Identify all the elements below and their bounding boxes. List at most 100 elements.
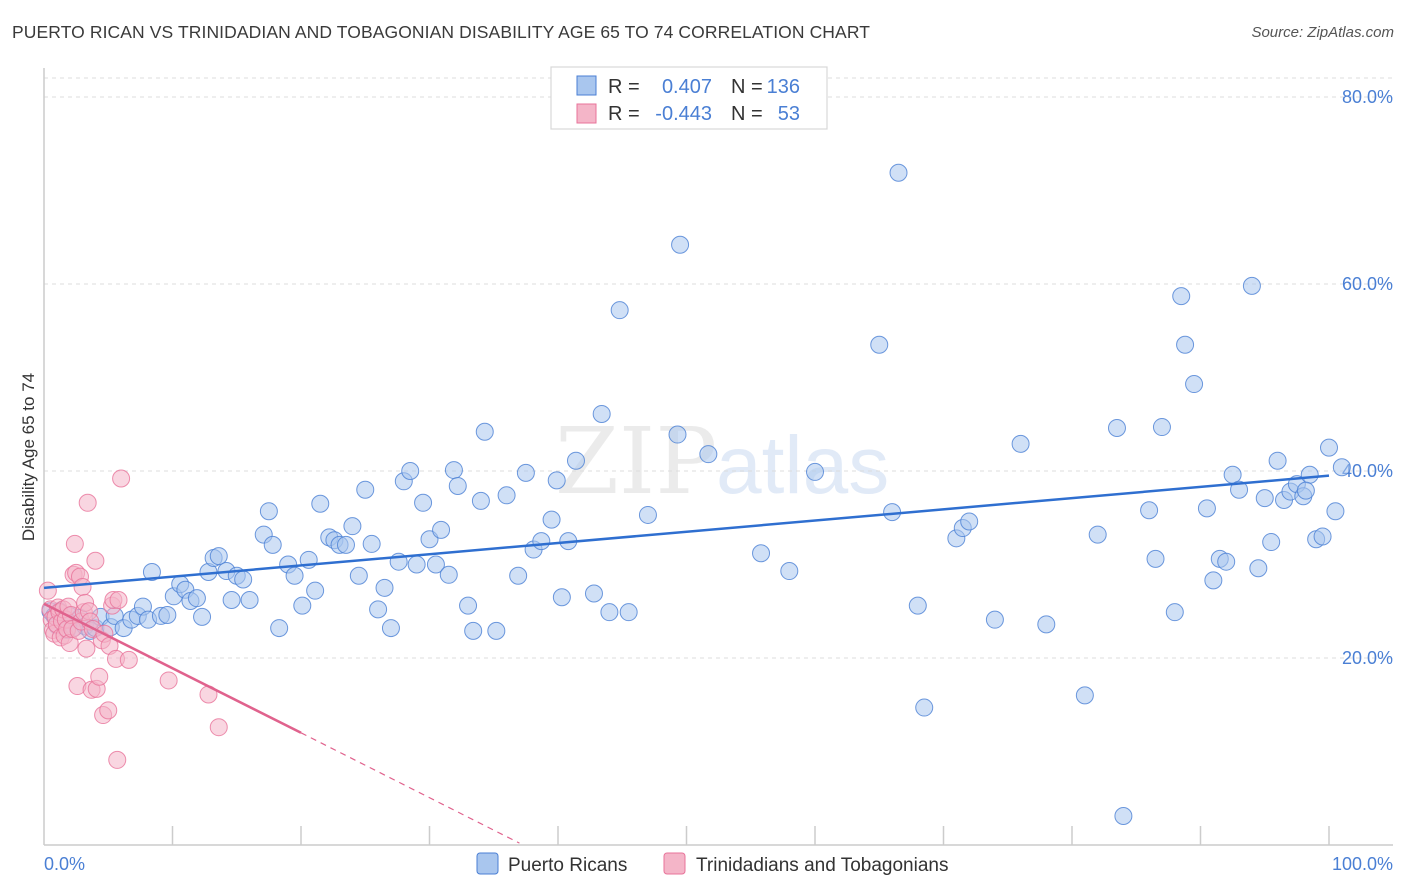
puerto-rican-point (699, 445, 718, 464)
stats-legend: R = 0.407 N = 136 R = -0.443 N = 53 (550, 66, 828, 130)
puerto-rican-point (532, 532, 551, 551)
puerto-rican-point (985, 610, 1004, 629)
puerto-rican-point (1217, 552, 1236, 571)
puerto-rican-point (1255, 489, 1274, 508)
trinidadian-point (119, 650, 138, 669)
puerto-rican-point (407, 555, 426, 574)
trend-line-trinidadians (43, 602, 302, 734)
puerto-rican-point (1140, 501, 1159, 520)
puerto-rican-point (915, 698, 934, 717)
puerto-rican-point (638, 505, 657, 524)
puerto-rican-point (263, 535, 282, 554)
trend-line-trinidadians-extension (300, 732, 520, 844)
puerto-rican-point (1320, 438, 1338, 457)
x-tick-label-min: 0.0% (44, 854, 85, 874)
legend-n-value-pink: 53 (778, 103, 800, 125)
puerto-rican-point (1242, 276, 1261, 295)
trinidadian-point (78, 493, 97, 512)
puerto-rican-point (592, 404, 611, 423)
puerto-rican-point (1185, 375, 1204, 394)
puerto-rican-point (1037, 615, 1056, 634)
puerto-rican-point (381, 619, 400, 638)
puerto-rican-point (1107, 418, 1126, 437)
y-tick-label-40: 40.0% (1342, 461, 1393, 481)
bottom-legend-swatch-pink (663, 852, 686, 875)
puerto-rican-point (1268, 451, 1287, 470)
puerto-rican-point (566, 451, 585, 470)
puerto-rican-point (552, 588, 571, 607)
puerto-rican-point (1332, 458, 1351, 477)
puerto-rican-point (444, 461, 463, 480)
puerto-rican-point (234, 570, 253, 589)
puerto-rican-point (610, 301, 629, 320)
legend-r-value-blue: 0.407 (662, 76, 712, 98)
bottom-legend-swatch-blue (476, 852, 499, 875)
puerto-rican-point (426, 555, 445, 574)
puerto-rican-point (349, 566, 368, 585)
puerto-rican-point (752, 544, 771, 563)
puerto-rican-point (459, 596, 478, 615)
puerto-rican-point (889, 163, 908, 182)
y-axis-title: Disability Age 65 to 74 (19, 373, 38, 541)
puerto-rican-point (1223, 465, 1242, 484)
puerto-rican-point (1197, 499, 1216, 518)
puerto-rican-point (356, 480, 375, 499)
legend-n-value-blue: 136 (767, 76, 800, 98)
puerto-rican-point (1114, 807, 1133, 826)
trinidadian-point (108, 750, 127, 769)
puerto-rican-point (619, 603, 638, 622)
legend-r-label-blue: R = (608, 76, 640, 98)
puerto-rican-point (414, 493, 433, 512)
puerto-rican-point (497, 486, 516, 505)
puerto-rican-point (1075, 686, 1094, 705)
puerto-rican-point (158, 605, 177, 624)
puerto-rican-point (293, 596, 312, 615)
puerto-rican-point (960, 512, 979, 531)
puerto-rican-point (471, 491, 490, 510)
puerto-rican-point (142, 562, 161, 581)
puerto-rican-point (1296, 481, 1315, 500)
puerto-rican-point (671, 235, 690, 254)
puerto-rican-point (1313, 527, 1332, 546)
puerto-rican-point (375, 578, 394, 597)
puerto-rican-point (516, 463, 535, 482)
puerto-rican-point (1165, 603, 1184, 622)
puerto-rican-point (362, 534, 381, 553)
puerto-rican-point (487, 621, 506, 640)
y-tick-label-80: 80.0% (1342, 87, 1393, 107)
trinidadian-point (90, 667, 109, 686)
trinidadian-point (99, 701, 118, 720)
puerto-rican-point (336, 535, 355, 554)
puerto-rican-point (584, 584, 603, 603)
puerto-rican-point (1152, 418, 1171, 437)
puerto-rican-point (668, 425, 687, 444)
puerto-rican-point (1249, 559, 1268, 578)
trinidadian-point (77, 639, 96, 658)
puerto-rican-point (475, 422, 494, 441)
puerto-rican-point (306, 581, 325, 600)
stats-legend-box (550, 66, 828, 130)
trinidadian-point (209, 718, 228, 737)
puerto-rican-point (1176, 335, 1195, 354)
puerto-rican-point (908, 596, 927, 615)
x-tick-marks (171, 826, 1330, 845)
puerto-rican-point (222, 591, 241, 610)
x-tick-label-max: 100.0% (1332, 854, 1393, 874)
puerto-rican-point (343, 517, 362, 536)
watermark-atlas: atlas (716, 420, 889, 511)
trend-line-puerto-ricans (43, 474, 1330, 590)
source-label: Source: ZipAtlas.com (1251, 24, 1394, 41)
puerto-rican-point (600, 603, 619, 622)
puerto-rican-point (193, 607, 212, 626)
puerto-rican-point (1300, 465, 1319, 484)
trinidadian-point (109, 591, 128, 610)
puerto-rican-point (1204, 571, 1223, 590)
legend-swatch-pink (576, 103, 597, 124)
puerto-rican-point (401, 462, 420, 480)
y-tick-label-60: 60.0% (1342, 274, 1393, 294)
puerto-rican-point (806, 462, 824, 481)
puerto-rican-point (209, 547, 228, 566)
puerto-rican-point (311, 494, 330, 513)
puerto-rican-point (509, 566, 528, 585)
